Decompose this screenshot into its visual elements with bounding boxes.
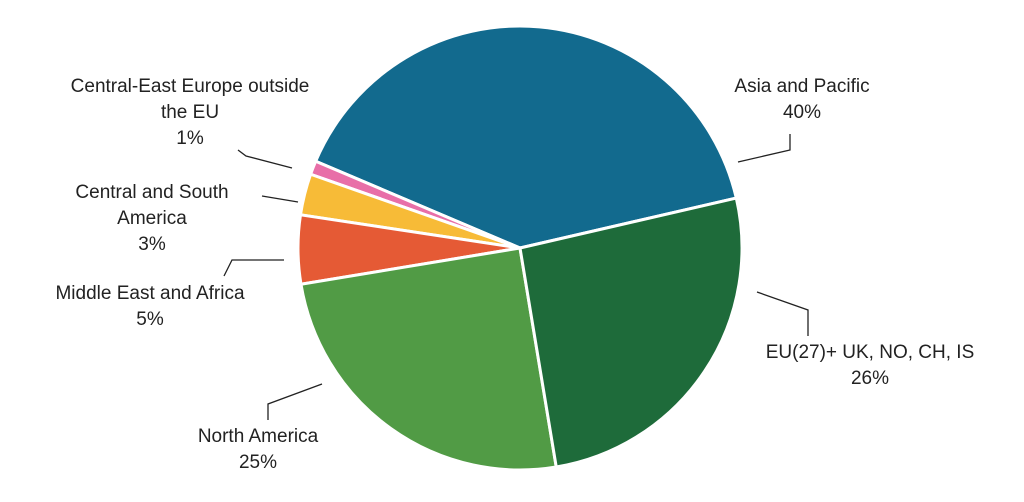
- slice-label: Asia and Pacific 40%: [692, 74, 912, 126]
- leader-lines: [223, 134, 809, 420]
- value-label: 1%: [176, 128, 204, 149]
- pie-slice: [299, 246, 558, 472]
- leader-line: [261, 195, 299, 203]
- value-label: 26%: [850, 368, 890, 389]
- leader-line: [237, 149, 293, 169]
- leader-line: [756, 291, 809, 336]
- value-label: 5%: [136, 309, 164, 330]
- slice-label: Central-East Europe outside the EU 1%: [60, 74, 320, 152]
- category-label: Asia and Pacific: [734, 76, 870, 97]
- slice-label: Central and South America 3%: [42, 180, 262, 258]
- value-label: 40%: [782, 102, 822, 123]
- pie-slice: [313, 24, 739, 250]
- category-label: Middle East and Africa: [55, 283, 245, 304]
- value-label: 25%: [238, 452, 278, 473]
- category-label: Central-East Europe outside the EU: [70, 76, 310, 123]
- leader-line: [223, 259, 284, 277]
- slice-label: North America 25%: [148, 424, 368, 476]
- category-label: Central and South America: [75, 182, 229, 229]
- slice-label: EU(27)+ UK, NO, CH, IS 26%: [710, 340, 1024, 392]
- pie-slice: [518, 196, 744, 469]
- leader-line: [737, 134, 791, 163]
- category-label: North America: [197, 426, 319, 447]
- leader-line: [267, 383, 323, 420]
- slice-label: Middle East and Africa 5%: [10, 281, 290, 333]
- category-label: EU(27)+ UK, NO, CH, IS: [765, 342, 975, 363]
- value-label: 3%: [138, 234, 166, 255]
